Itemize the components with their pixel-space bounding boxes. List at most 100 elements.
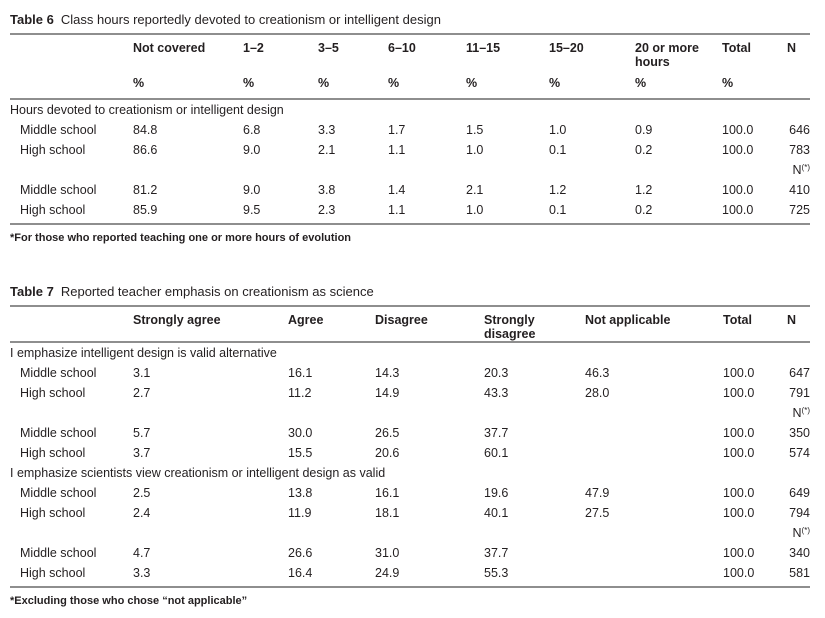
cell (133, 523, 288, 543)
cell: 86.6 (133, 143, 158, 157)
cell (723, 523, 782, 543)
cell: 16.4 (288, 563, 375, 588)
cell (585, 543, 723, 563)
cell: 16.1 (288, 366, 313, 380)
unit-cell: % (722, 69, 782, 100)
cell: 2.1 (466, 183, 484, 197)
column-header: 1–2 (243, 41, 264, 55)
section-row: I emphasize intelligent design is valid … (10, 342, 810, 363)
cell: 16.1 (375, 486, 400, 500)
column-header: Strongly disagree (484, 306, 585, 343)
n-mark-text: N (792, 406, 802, 420)
cell: 2.3 (318, 200, 388, 225)
row-label: High school (20, 386, 86, 400)
column-header: Total (722, 41, 751, 55)
cell: 27.5 (585, 506, 610, 520)
cell: 783 (789, 143, 810, 157)
cell: 24.9 (375, 563, 484, 588)
cell: 646 (789, 123, 810, 137)
cell: 791 (789, 386, 810, 400)
cell: 11.9 (288, 506, 312, 520)
table7-body: I emphasize intelligent design is valid … (10, 342, 810, 588)
cell: 84.8 (133, 123, 158, 137)
cell: 37.7 (484, 426, 509, 440)
table7-header: Strongly agree Agree Disagree Strongly disa… (10, 306, 810, 343)
cell: 26.5 (375, 426, 400, 440)
cell: 100.0 (723, 366, 755, 380)
cell (388, 160, 466, 180)
row-label: High school (20, 446, 86, 460)
cell: 649 (789, 486, 810, 500)
table6: Not covered 1–2 3–5 6–10 11–15 15–20 20 or mor… (10, 33, 810, 225)
column-header: Not applicable (585, 306, 723, 343)
cell: 40.1 (484, 506, 509, 520)
data-row: High school 3.3 16.4 24.9 55.3 100.0 581 (10, 563, 810, 588)
cell (585, 423, 723, 443)
data-row: Middle school 4.7 26.6 31.0 37.7 100.0 340 (10, 543, 810, 563)
cell: 100.0 (723, 546, 755, 560)
row-label: High school (10, 200, 133, 225)
corner-cell (10, 306, 133, 343)
column-header: 11–15 (466, 41, 501, 55)
cell: 4.7 (133, 546, 151, 560)
column-header: 6–10 (388, 41, 416, 55)
cell: 13.8 (288, 486, 313, 500)
cell: 14.9 (375, 386, 400, 400)
cell: 3.3 (318, 123, 336, 137)
column-header: Disagree (375, 306, 484, 343)
table6-block: Table 6 Class hours reportedly devoted to… (10, 13, 810, 245)
table7: Strongly agree Agree Disagree Strongly disa… (10, 305, 810, 588)
data-row: High school 2.4 11.9 18.1 40.1 27.5 100.0 794 (10, 503, 810, 523)
cell: 100.0 (722, 143, 754, 157)
cell: 0.9 (635, 123, 653, 137)
n-mark-cell: N(*) (782, 160, 810, 180)
table-title: Reported teacher emphasis on creationism… (60, 284, 374, 299)
cell: 0.1 (549, 143, 567, 157)
cell (484, 403, 585, 423)
cell (585, 523, 723, 543)
row-label: Middle school (20, 123, 97, 137)
column-header: 3–5 (318, 41, 339, 55)
cell: 81.2 (133, 183, 158, 197)
column-header: Not covered (133, 41, 206, 55)
cell: 18.1 (375, 506, 400, 520)
row-label: Middle school (20, 183, 97, 197)
cell (288, 523, 375, 543)
n-mark-cell: N(*) (782, 523, 810, 543)
cell (723, 403, 782, 423)
unit-cell: % (466, 69, 549, 100)
n-mark-cell: N(*) (782, 403, 810, 423)
cell: 1.0 (549, 123, 567, 137)
cell: 2.4 (133, 506, 151, 520)
corner-cell (10, 69, 133, 100)
cell: 3.1 (133, 366, 151, 380)
cell (243, 160, 318, 180)
column-header: Total (723, 306, 782, 343)
cell: 20.6 (375, 446, 400, 460)
cell: 1.4 (388, 183, 406, 197)
row-label (10, 403, 133, 423)
cell: 0.2 (635, 200, 722, 225)
cell (585, 563, 723, 588)
data-row: Middle school 84.8 6.8 3.3 1.7 1.5 1.0 0.9 100.0… (10, 120, 810, 140)
cell: 410 (789, 183, 810, 197)
row-label (10, 523, 133, 543)
data-row: Middle school 3.1 16.1 14.3 20.3 46.3 100.0 647 (10, 363, 810, 383)
cell: 1.2 (549, 183, 567, 197)
data-row: High school 2.7 11.2 14.9 43.3 28.0 100.0 791 (10, 383, 810, 403)
cell: 3.3 (133, 563, 288, 588)
unit-cell: % (635, 69, 722, 100)
cell: 574 (789, 446, 810, 460)
unit-cell: % (549, 69, 635, 100)
cell: 28.0 (585, 386, 610, 400)
unit-cell (782, 69, 810, 100)
section-row: I emphasize scientists view creationism … (10, 463, 810, 483)
nmark-row: N(*) (10, 160, 810, 180)
corner-cell (10, 34, 133, 69)
cell: 1.0 (466, 200, 549, 225)
cell (722, 160, 782, 180)
unit-row: %%%%%%%% (10, 69, 810, 100)
row-label: Middle school (20, 486, 97, 500)
n-mark-text: N (792, 163, 802, 177)
